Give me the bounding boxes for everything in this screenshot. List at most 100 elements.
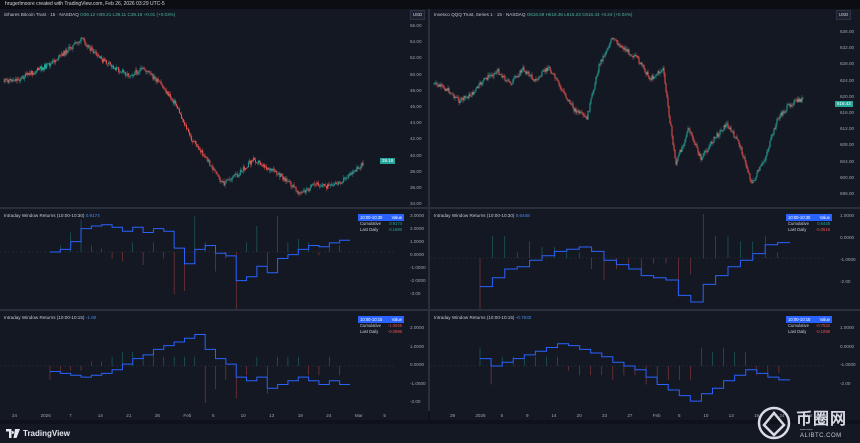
candle-body [287, 181, 289, 182]
right-panel1-name: Intraday Window Returns (10:00-10:30) [434, 213, 515, 218]
candle-body [714, 136, 716, 138]
candle-body [756, 172, 758, 177]
candle-body [6, 79, 8, 80]
left-currency-button[interactable]: USD [410, 10, 425, 20]
candle-body [504, 76, 506, 81]
candle-body [56, 60, 58, 61]
candle-body [176, 105, 178, 109]
candle-body [97, 54, 99, 57]
candle-body [67, 51, 69, 53]
right-p2-tick: -2.00 [840, 380, 851, 386]
candle-body [151, 74, 153, 75]
left-panel2-tooltip-label: Value [391, 317, 402, 322]
right-p1-tick: 0.0000 [840, 235, 855, 240]
candle-body [678, 153, 680, 157]
candle-body [83, 37, 85, 41]
candle-body [515, 76, 517, 77]
left-returns-panel-2[interactable]: Intraday Window Returns (10:00-10:15) -1… [0, 311, 428, 411]
candle-body [695, 144, 697, 146]
candle-body [319, 185, 321, 187]
candle-body [605, 51, 607, 55]
left-panel1-cum-value: 0.9174 [389, 221, 402, 226]
left-panel1-tooltip: 10:00-10:30 Value Cumulative 0.9174 Last D… [358, 214, 404, 234]
candle-body [767, 150, 769, 153]
candle-body [672, 135, 674, 145]
right-time-axis[interactable]: 29 2026 5 9 14 20 23 27 Feb 5 10 13 19 24 Mar [430, 411, 860, 420]
candle-body [136, 69, 138, 75]
candle-body [324, 185, 326, 187]
candle-body [264, 164, 266, 168]
candle-body [236, 173, 238, 177]
candle-body [571, 103, 573, 105]
candle-body [689, 129, 691, 133]
time-tick: 24 [326, 413, 332, 418]
candle-body [433, 83, 435, 85]
candle-body [671, 126, 673, 136]
candle-body [90, 47, 92, 51]
tradingview-mark-icon [6, 429, 20, 438]
candle-body [785, 110, 787, 112]
candle-body [552, 73, 554, 75]
candle-body [156, 78, 158, 82]
right-returns-panel-1[interactable]: Intraday Window Returns (10:00-10:30) 0.… [430, 209, 860, 309]
left-returns-panel-1[interactable]: Intraday Window Returns (10:00-10:30) 0.… [0, 209, 428, 309]
candle-body [655, 74, 657, 77]
candle-body [751, 181, 753, 184]
candle-body [288, 180, 290, 182]
time-tick: 23 [602, 413, 608, 418]
candle-body [146, 71, 148, 73]
candle-body [558, 81, 560, 85]
candle-body [629, 54, 631, 56]
candle-body [447, 88, 449, 91]
candle-body [265, 166, 267, 168]
candle-body [492, 75, 494, 77]
right-price-pane[interactable]: Invesco QQQ Trust, Series 1 · 15 · NASDA… [430, 9, 860, 207]
candle-body [143, 68, 145, 70]
candle-body [750, 179, 752, 182]
candle-body [517, 76, 519, 77]
candle-body [462, 98, 464, 101]
candle-body [717, 133, 719, 137]
candle-body [188, 128, 190, 132]
candle-body [533, 80, 535, 82]
candle-body [529, 75, 531, 77]
candle-body [437, 84, 439, 87]
left-time-axis[interactable]: 24 2026 7 14 21 26 Feb 5 10 13 19 24 Mar 5 [0, 411, 428, 420]
candle-body [94, 51, 96, 53]
left-price-pane[interactable]: iShares Bitcoin Trust · 15 · NASDAQ O39.… [0, 9, 428, 207]
candle-body [116, 67, 118, 71]
right-currency-button[interactable]: USD [836, 10, 851, 20]
candle-body [235, 173, 237, 175]
candle-body [274, 170, 276, 172]
candle-body [572, 103, 574, 109]
candle-body [692, 136, 694, 141]
candle-body [354, 170, 356, 171]
candle-body [763, 161, 765, 163]
candle-body [50, 63, 52, 67]
candle-body [229, 179, 231, 181]
candle-body [754, 179, 756, 181]
right-returns-panel-2[interactable]: Intraday Window Returns (10:00-10:15) -0… [430, 311, 860, 411]
candle-body [95, 51, 97, 56]
candle-body [63, 50, 65, 57]
tradingview-logo[interactable]: TradingView [6, 429, 70, 438]
candle-body [556, 77, 558, 80]
candle-body [470, 95, 472, 97]
candle-body [92, 49, 94, 54]
candle-body [551, 73, 553, 75]
candle-body [195, 141, 197, 144]
left-price-tick: 48.00 [410, 87, 422, 93]
candle-body [184, 122, 186, 126]
candle-body [177, 108, 179, 110]
candle-body [564, 93, 566, 95]
candle-body [178, 108, 180, 114]
candle-body [242, 166, 244, 172]
candle-body [333, 184, 335, 186]
candle-body [601, 59, 603, 62]
right-price-tick: 596.00 [840, 191, 855, 196]
candle-body [606, 50, 608, 52]
candle-body [531, 74, 533, 79]
right-price-tick: 612.00 [840, 126, 855, 132]
candle-body [19, 79, 21, 81]
candle-body [686, 132, 688, 137]
